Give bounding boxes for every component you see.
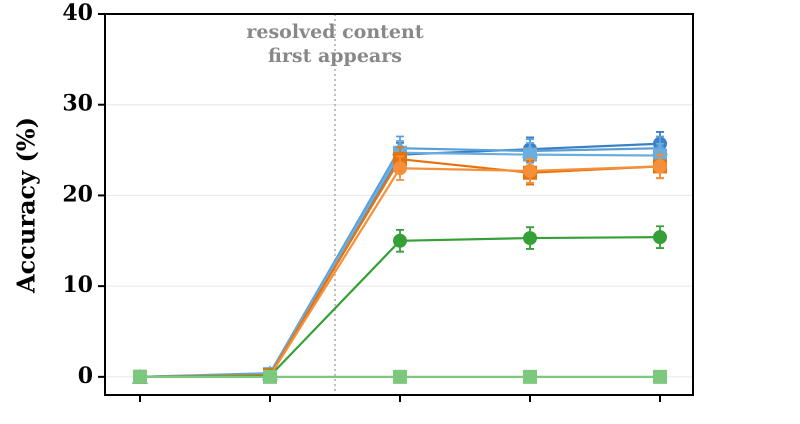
series-line — [139, 236, 661, 378]
marker — [133, 369, 147, 384]
series-line — [139, 151, 661, 378]
annotation: first appears — [268, 45, 402, 67]
series-line — [139, 165, 661, 378]
marker — [653, 230, 667, 245]
marker — [523, 147, 537, 162]
marker — [263, 369, 277, 384]
marker — [523, 369, 537, 384]
y-tick-label: 40 — [62, 0, 93, 26]
y-tick-label: 10 — [62, 272, 93, 298]
y-tick-label: 30 — [62, 91, 93, 117]
marker — [393, 369, 407, 384]
marker — [393, 233, 407, 248]
series-line — [139, 147, 661, 378]
y-axis-label: Accuracy (%) — [12, 117, 41, 294]
marker — [393, 161, 407, 176]
series-line — [139, 157, 661, 378]
marker — [653, 159, 667, 174]
marker — [653, 369, 667, 384]
axes-frame — [104, 13, 694, 396]
annotation: resolved content — [246, 21, 423, 43]
marker — [523, 163, 537, 178]
y-tick-label: 20 — [62, 181, 93, 207]
marker — [523, 231, 537, 246]
y-tick-label: 0 — [78, 363, 93, 389]
